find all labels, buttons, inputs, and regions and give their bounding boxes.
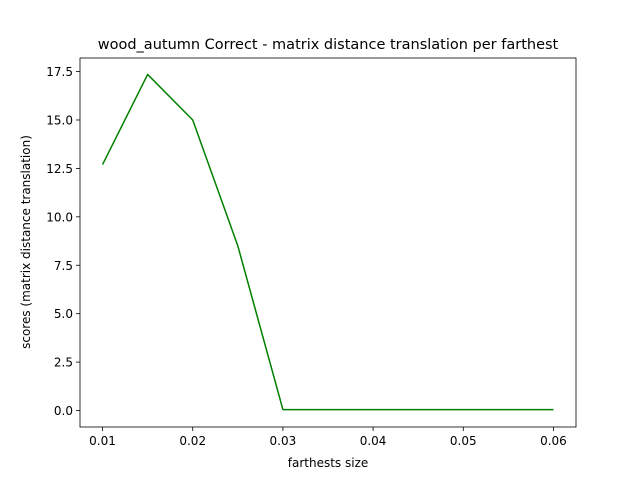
chart-title: wood_autumn Correct - matrix distance tr…: [98, 37, 559, 53]
y-tick-label: 10.0: [46, 210, 73, 224]
x-tick-label: 0.03: [270, 434, 297, 448]
y-axis-label: scores (matrix distance translation): [19, 135, 33, 349]
x-axis-label: farthests size: [288, 456, 369, 470]
y-tick-label: 17.5: [46, 65, 73, 79]
plot-area-frame: [79, 57, 577, 428]
x-tick-label: 0.02: [179, 434, 206, 448]
y-axis: 0.0 2.5 5.0 7.5 10.0 12.5 15.0 17.5: [46, 65, 80, 418]
series-line-0: [101, 73, 554, 411]
x-axis: 0.01 0.02 0.03 0.04 0.05 0.06: [89, 427, 567, 448]
y-tick-label: 12.5: [46, 162, 73, 176]
series-layer: [101, 73, 554, 411]
y-tick-label: 7.5: [54, 259, 73, 273]
y-tick-label: 2.5: [54, 356, 73, 370]
x-tick-label: 0.06: [540, 434, 567, 448]
x-tick-label: 0.01: [89, 434, 116, 448]
x-tick-label: 0.04: [360, 434, 387, 448]
x-tick-label: 0.05: [450, 434, 477, 448]
y-tick-label: 0.0: [54, 404, 73, 418]
y-tick-label: 15.0: [46, 113, 73, 127]
y-tick-label: 5.0: [54, 307, 73, 321]
